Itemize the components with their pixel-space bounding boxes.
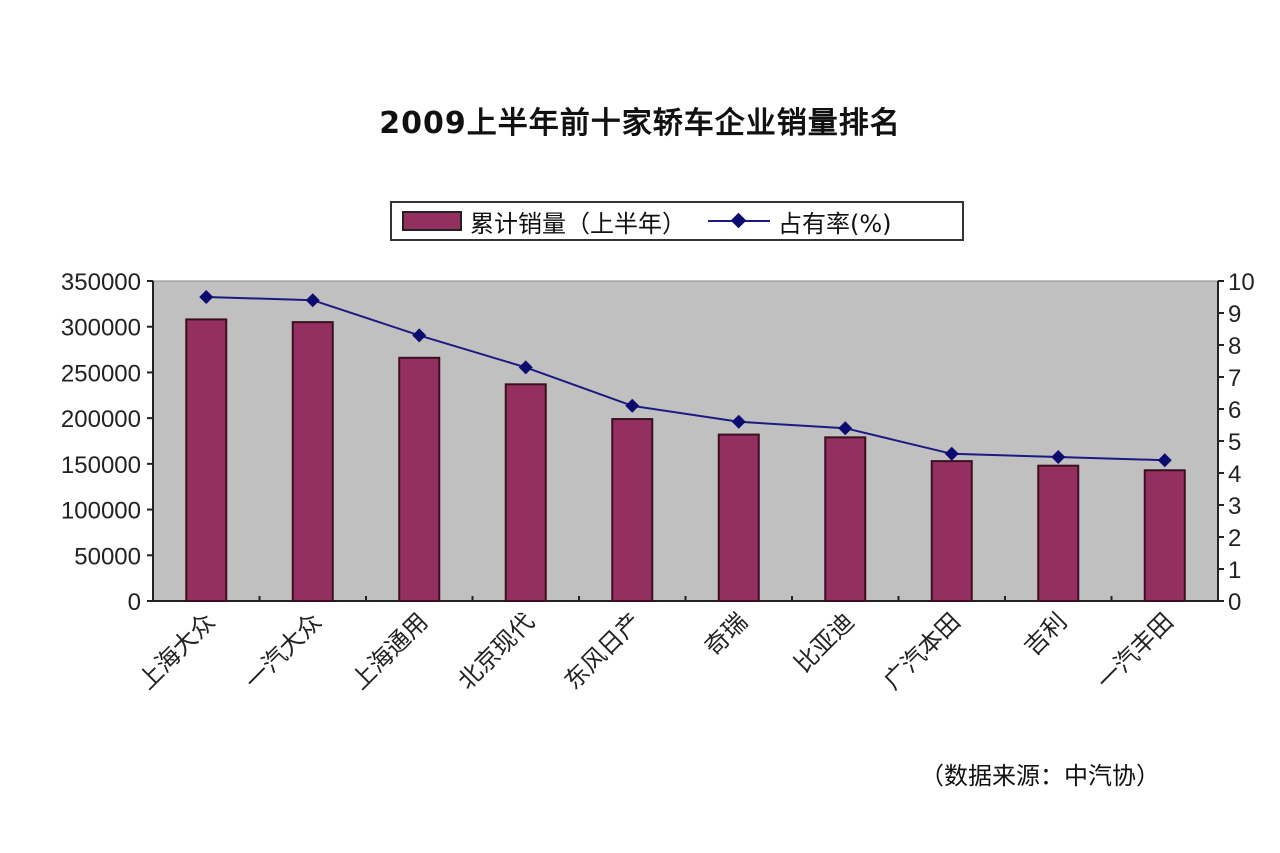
bar <box>1037 464 1080 602</box>
left-tick-label: 150000 <box>61 452 141 479</box>
right-tick-label: 9 <box>1228 301 1241 328</box>
bar <box>398 356 441 602</box>
right-tick-label: 0 <box>1228 589 1241 616</box>
line-legend-label: 占有率(%) <box>778 209 892 238</box>
line-legend-swatch <box>708 211 770 231</box>
category-label: 东风日产 <box>559 607 647 695</box>
category-label: 一汽丰田 <box>1091 607 1179 695</box>
left-tick-label: 0 <box>128 589 141 616</box>
bar-legend-swatch <box>402 211 462 231</box>
category-label: 上海大众 <box>133 607 221 695</box>
diamond-marker-icon <box>305 293 320 308</box>
share-line <box>206 296 1165 462</box>
bar <box>291 321 334 602</box>
bar <box>1143 469 1186 602</box>
left-tick-label: 350000 <box>61 269 141 296</box>
bar <box>717 433 760 602</box>
right-tick-label: 2 <box>1228 525 1241 552</box>
right-tick-label: 8 <box>1228 333 1241 360</box>
diamond-marker-icon <box>412 328 427 343</box>
source-note: （数据来源：中汽协） <box>920 762 1160 790</box>
category-label: 上海通用 <box>346 607 434 695</box>
bar <box>504 383 547 603</box>
category-label: 一汽大众 <box>239 607 327 695</box>
diamond-marker-icon <box>944 446 959 461</box>
right-tick-label: 10 <box>1228 269 1255 296</box>
diamond-marker-icon <box>838 421 853 436</box>
bar <box>930 460 973 602</box>
left-tick-label: 200000 <box>61 406 141 433</box>
right-tick-label: 4 <box>1228 461 1241 488</box>
diamond-marker-icon <box>199 290 214 304</box>
left-tick-label: 100000 <box>61 498 141 525</box>
right-tick-label: 5 <box>1228 429 1241 456</box>
bar <box>824 436 867 603</box>
right-tick-label: 3 <box>1228 493 1241 520</box>
diamond-marker-icon <box>625 398 640 413</box>
bar <box>611 418 654 602</box>
diamond-marker-icon <box>731 414 746 429</box>
right-tick-label: 7 <box>1228 365 1241 392</box>
category-label: 广汽本田 <box>878 607 966 695</box>
diamond-marker-icon <box>518 360 533 375</box>
left-tick-label: 300000 <box>61 315 141 342</box>
bar <box>185 318 228 602</box>
category-label: 吉利 <box>1019 607 1073 661</box>
chart-title: 2009上半年前十家轿车企业销量排名 <box>379 106 901 141</box>
bar-legend-label: 累计销量（上半年） <box>470 209 686 238</box>
right-tick-label: 6 <box>1228 397 1241 424</box>
right-tick-label: 1 <box>1228 557 1241 584</box>
category-label: 比亚迪 <box>789 607 860 678</box>
diamond-marker-icon <box>1157 453 1172 468</box>
left-tick-label: 250000 <box>61 360 141 387</box>
category-label: 北京现代 <box>452 607 540 695</box>
category-label: 奇瑞 <box>699 607 753 661</box>
diamond-marker-icon <box>1051 450 1066 464</box>
chart-legend: 累计销量（上半年） 占有率(%) <box>390 201 964 241</box>
left-tick-label: 50000 <box>74 543 141 570</box>
